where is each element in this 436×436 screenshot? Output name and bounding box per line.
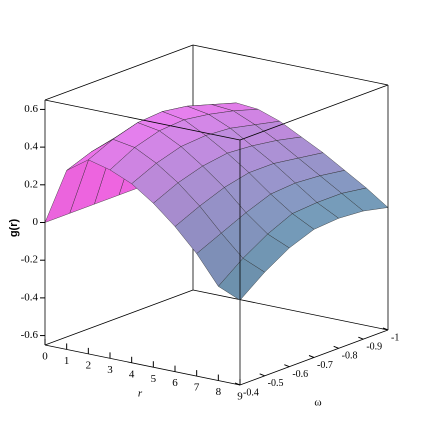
y-tick-label: -0.8 (342, 351, 358, 362)
z-tick-label: 0.6 (24, 103, 38, 115)
z-tick-label: 0.4 (24, 141, 38, 153)
y-tick-label: -0.4 (243, 387, 259, 398)
x-tick-label: 0 (42, 351, 48, 363)
y-tick (234, 382, 241, 386)
x-tick-label: 8 (216, 386, 222, 398)
y-tick (382, 327, 389, 331)
y-axis-label: ω (314, 397, 321, 409)
x-tick-label: 9 (237, 391, 243, 403)
surface-patch (218, 258, 265, 301)
z-tick-label: -0.2 (21, 254, 38, 266)
x-tick-label: 7 (194, 382, 200, 394)
z-tick-label: 0.2 (24, 178, 38, 190)
surface (44, 102, 389, 301)
box-edge (44, 289, 194, 346)
x-tick-label: 5 (151, 373, 157, 385)
y-tick-label: -0.9 (366, 341, 382, 352)
box-edge (44, 344, 241, 386)
y-tick-label: -0.7 (317, 360, 333, 371)
box-edge (192, 289, 389, 331)
y-tick (259, 373, 265, 377)
x-axis-label: r (138, 388, 143, 400)
y-tick (333, 345, 339, 349)
y-tick (358, 336, 364, 340)
z-tick-label: -0.6 (21, 329, 39, 341)
y-tick-label: -0.5 (268, 378, 284, 389)
z-axis-label: g(r) (8, 219, 20, 238)
box-edge (44, 44, 194, 101)
ticks: -0.6-0.4-0.200.20.40.60 1 2 3 4 5 6 7 8 9 -0.4-0.5… (21, 103, 400, 403)
x-tick-label: 3 (107, 364, 113, 376)
x-tick-label: 6 (172, 377, 178, 389)
x-tick-label: 4 (129, 368, 135, 380)
y-tick (284, 364, 290, 368)
z-tick-label: 0 (33, 216, 39, 228)
x-tick-label: 1 (64, 355, 70, 367)
box-edge (192, 44, 389, 86)
box-edge (44, 99, 241, 141)
y-tick-label: -0.6 (292, 369, 308, 380)
box-edge (239, 84, 389, 141)
y-tick-label: -1 (391, 332, 399, 343)
y-tick (308, 355, 315, 358)
z-tick-label: -0.4 (21, 291, 39, 303)
x-tick-label: 2 (86, 359, 92, 371)
